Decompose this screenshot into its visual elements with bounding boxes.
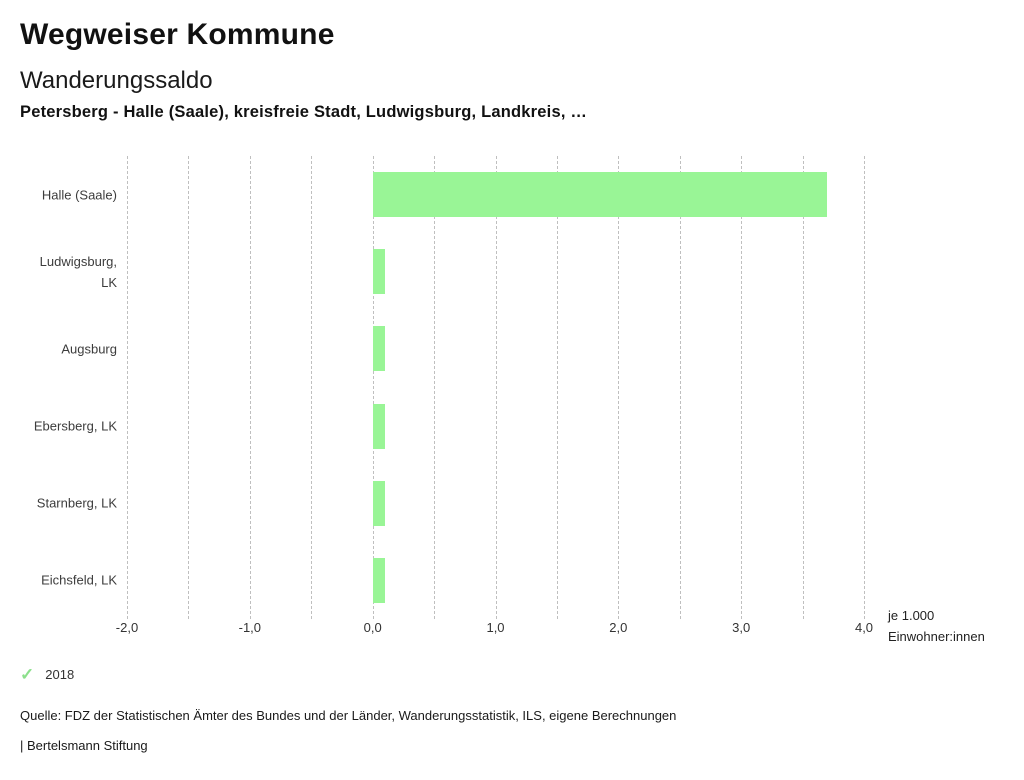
category-label: Ebersberg, LK — [33, 418, 117, 434]
category-axis: Halle (Saale) Ludwigsburg, LK Augsburg Eber… — [0, 156, 117, 619]
gridline — [434, 156, 436, 619]
bar-ludwigsburg-lk[interactable] — [372, 249, 385, 295]
gridline — [188, 156, 190, 619]
category-label: Augsburg — [61, 341, 117, 357]
source-line: Quelle: FDZ der Statistischen Ämter des … — [20, 708, 677, 723]
x-tick-label: 0,0 — [363, 620, 382, 635]
page-title: Wegweiser Kommune — [20, 18, 335, 51]
x-tick-label: 1,0 — [486, 620, 505, 635]
bar-eichsfeld-lk[interactable] — [372, 557, 385, 603]
gridline — [311, 156, 313, 619]
bar-halle-saale[interactable] — [372, 172, 828, 218]
x-axis-ticks: -2,0 -1,0 0,0 1,0 2,0 3,0 4,0 — [116, 620, 873, 636]
gridline — [495, 156, 497, 619]
check-icon[interactable]: ✓ — [20, 665, 35, 684]
x-tick-label: -2,0 — [115, 620, 139, 635]
category-label: Eichsfeld, LK — [41, 572, 117, 588]
gridline — [372, 156, 374, 619]
plot-area — [127, 156, 865, 619]
bar-starnberg-lk[interactable] — [372, 480, 385, 526]
gridline — [556, 156, 558, 619]
category-label: Ludwigsburg, LK — [39, 253, 117, 290]
gridline — [802, 156, 804, 619]
gridline — [679, 156, 681, 619]
x-tick-label: 2,0 — [609, 620, 628, 635]
attribution-line: | Bertelsmann Stiftung — [20, 738, 148, 753]
axis-unit-label: je 1.000 Einwohner:innen — [888, 605, 985, 647]
legend: ✓ 2018 — [20, 666, 74, 683]
axis-unit-line2: Einwohner:innen — [888, 629, 985, 644]
axis-unit-line1: je 1.000 — [888, 608, 935, 623]
x-tick-label: -1,0 — [238, 620, 262, 635]
gridline — [249, 156, 251, 619]
bar-ebersberg-lk[interactable] — [372, 403, 385, 449]
legend-year-label[interactable]: 2018 — [45, 667, 75, 682]
gridline — [741, 156, 743, 619]
gridline — [127, 156, 128, 619]
x-tick-label: 4,0 — [854, 620, 874, 635]
category-label: Starnberg, LK — [36, 495, 117, 511]
indicator-title: Wanderungssaldo — [20, 67, 213, 94]
gridline — [864, 156, 865, 619]
category-label: Halle (Saale) — [41, 187, 117, 203]
selection-line: Petersberg - Halle (Saale), kreisfreie S… — [20, 103, 588, 121]
x-tick-label: 3,0 — [732, 620, 751, 635]
gridline — [618, 156, 620, 619]
bar-augsburg[interactable] — [372, 326, 385, 372]
